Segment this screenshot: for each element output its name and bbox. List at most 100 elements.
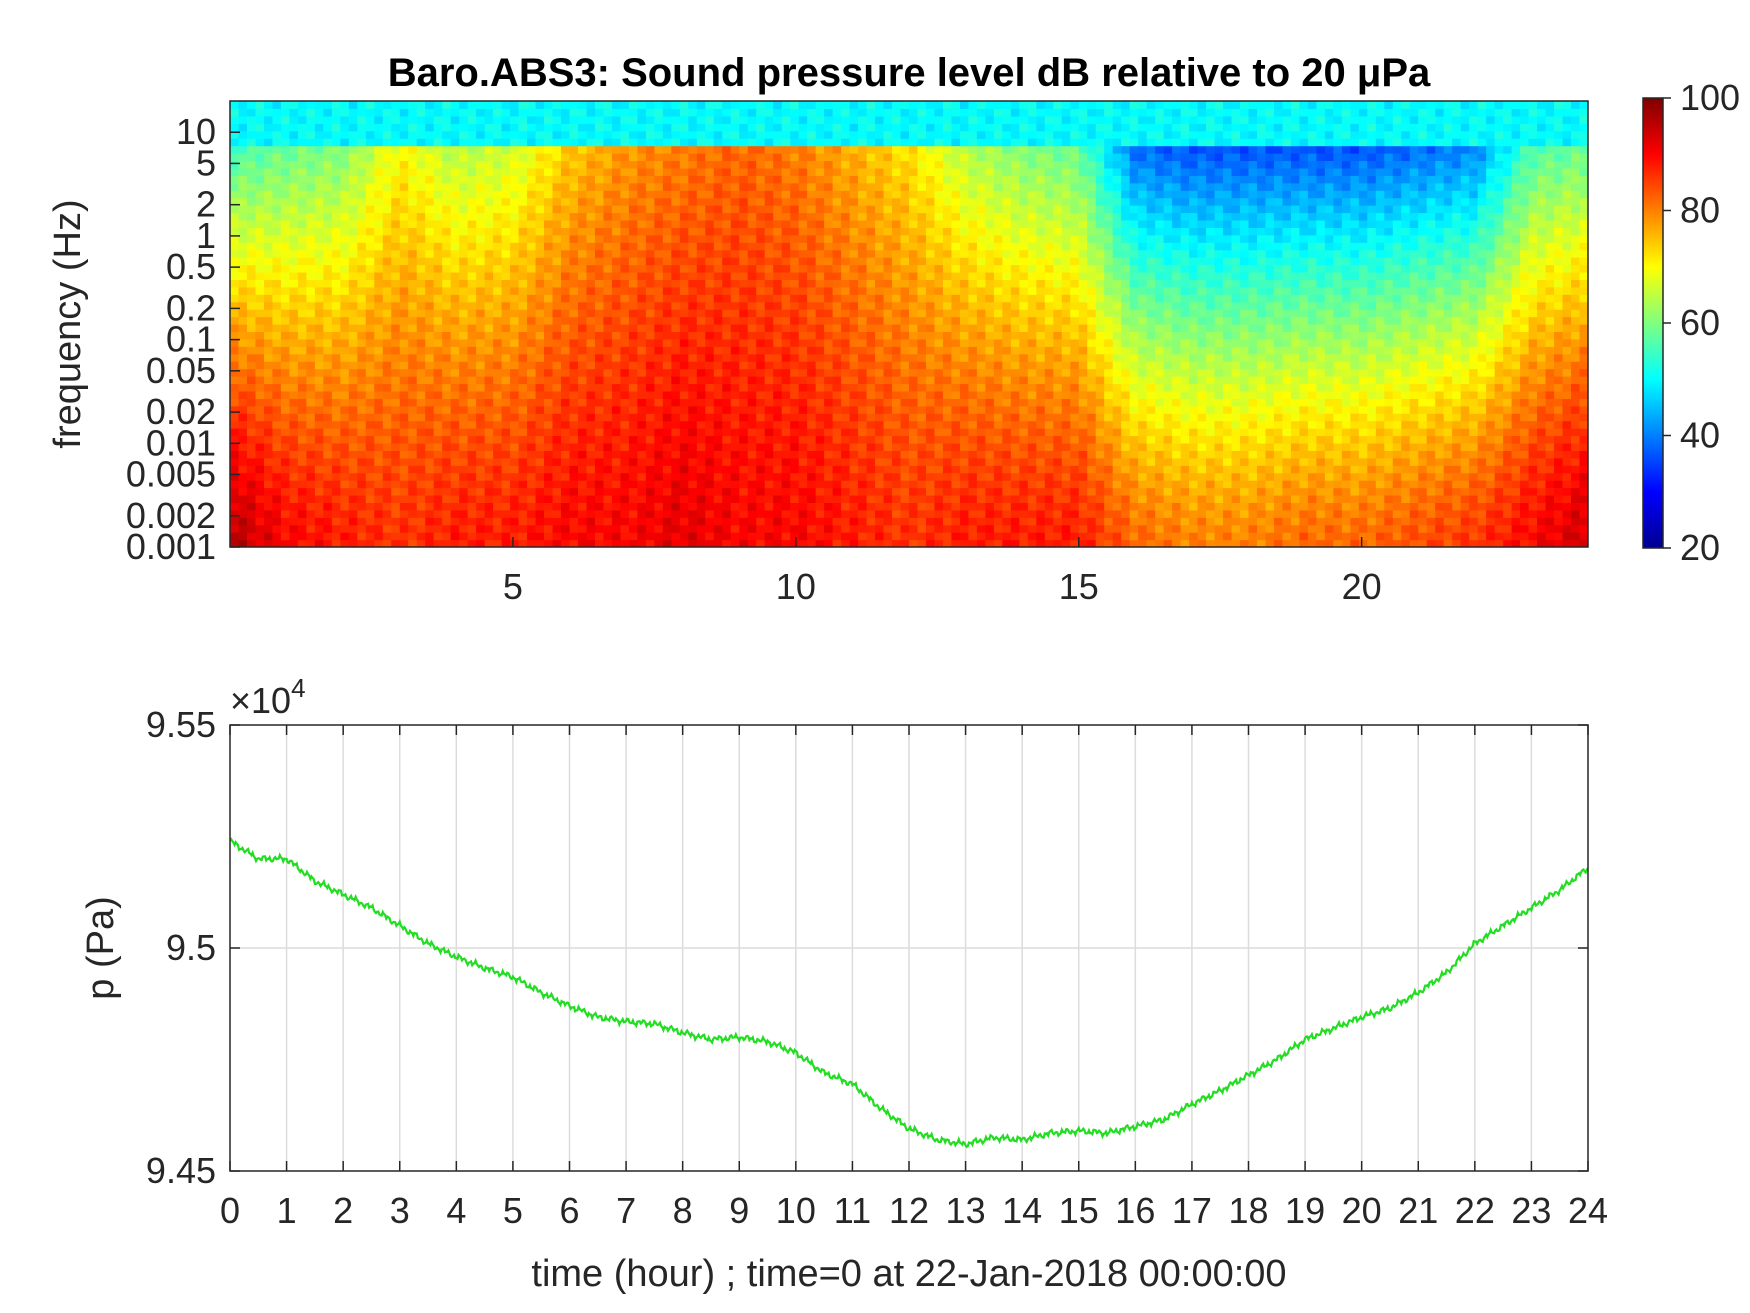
spectrogram-cell <box>722 197 732 206</box>
spectrogram-cell <box>348 428 358 437</box>
spectrogram-cell <box>790 138 800 147</box>
spectrogram-cell <box>255 494 265 503</box>
spectrogram-cell <box>433 346 443 355</box>
spectrogram-cell <box>849 115 859 124</box>
spectrogram-cell <box>883 205 893 214</box>
spectrogram-cell <box>815 324 825 333</box>
spectrogram-cell <box>297 494 307 503</box>
spectrogram-cell <box>391 182 401 191</box>
spectrogram-cell <box>510 115 520 124</box>
spectrogram-cell <box>493 435 503 444</box>
spectrogram-cell <box>815 123 825 132</box>
spectrogram-cell <box>858 502 868 511</box>
spectrogram-cell <box>501 487 511 496</box>
spectrogram-cell <box>790 480 800 489</box>
spectrogram-cell <box>230 108 240 117</box>
spectrogram-cell <box>594 212 605 221</box>
spectrogram-cell <box>628 509 638 518</box>
spectrogram-cell <box>934 539 944 547</box>
spectrogram-cell <box>586 368 596 377</box>
spectrogram-cell <box>331 390 341 399</box>
spectrogram-cell <box>357 383 367 392</box>
spectrogram-cell <box>603 368 613 377</box>
spectrogram-cell <box>408 279 418 288</box>
spectrogram-cell <box>535 153 545 162</box>
spectrogram-cell <box>688 257 698 266</box>
spectrogram-cell <box>671 130 681 139</box>
spectrogram-cell <box>925 182 936 191</box>
spectrogram-cell <box>586 130 596 139</box>
spectrogram-cell <box>272 472 282 481</box>
spectrogram-cell <box>280 539 291 547</box>
spectrogram-cell <box>552 509 562 518</box>
spectrogram-cell <box>790 301 800 310</box>
spectrogram-cell <box>832 175 842 184</box>
spectrogram-cell <box>815 257 825 266</box>
spectrogram-cell <box>348 494 358 503</box>
spectrogram-cell <box>348 115 358 124</box>
spectrogram-cell <box>467 376 477 385</box>
spectrogram-cell <box>611 472 622 481</box>
spectrogram-cell <box>815 509 825 518</box>
spectrogram-cell <box>798 502 808 511</box>
spectrogram-cell <box>645 190 655 199</box>
spectrogram-cell <box>289 279 299 288</box>
spectrogram-cell <box>730 398 740 407</box>
spectrogram-cell <box>654 413 664 422</box>
spectrogram-cell <box>255 153 265 162</box>
spectrogram-cell <box>425 205 435 214</box>
spectrogram-cell <box>654 160 664 169</box>
spectrogram-cell <box>255 383 265 392</box>
spectrogram-cell <box>841 160 851 169</box>
spectrogram-cell <box>781 390 791 399</box>
spectrogram-cell <box>433 108 443 117</box>
spectrogram-cell <box>289 346 299 355</box>
spectrogram-cell <box>611 398 622 407</box>
spectrogram-cell <box>365 331 375 340</box>
spectrogram-cell <box>467 205 477 214</box>
spectrogram-cell <box>662 390 672 399</box>
spectrogram-cell <box>747 279 757 288</box>
spectrogram-cell <box>391 160 401 169</box>
spectrogram-cell <box>645 145 655 154</box>
spectrogram-cell <box>450 480 460 489</box>
spectrogram-cell <box>875 190 885 199</box>
spectrogram-cell <box>756 346 766 355</box>
spectrogram-cell <box>552 324 562 333</box>
spectrogram-cell <box>909 138 919 147</box>
spectrogram-cell <box>739 361 749 370</box>
spectrogram-cell <box>679 167 689 176</box>
spectrogram-cell <box>747 212 757 221</box>
spectrogram-cell <box>280 234 291 243</box>
spectrogram-cell <box>773 509 783 518</box>
spectrogram-cell <box>306 413 316 422</box>
spectrogram-cell <box>917 175 927 184</box>
spectrogram-cell <box>892 487 902 496</box>
spectrogram-cell <box>314 219 324 228</box>
spectrogram-cell <box>527 257 537 266</box>
spectrogram-cell <box>586 435 596 444</box>
spectrogram-cell <box>374 227 384 236</box>
spectrogram-cell <box>637 361 647 370</box>
spectrogram-cell <box>501 138 511 147</box>
spectrogram-cell <box>416 450 426 459</box>
spectrogram-cell <box>925 257 936 266</box>
spectrogram-cell <box>246 160 257 169</box>
spectrogram-cell <box>314 420 324 429</box>
spectrogram-cell <box>374 428 384 437</box>
spectrogram-cell <box>832 249 842 258</box>
spectrogram-cell <box>620 271 630 280</box>
spectrogram-cell <box>917 480 927 489</box>
spectrogram-cell <box>654 509 664 518</box>
spectrogram-cell <box>297 294 307 303</box>
spectrogram-cell <box>263 324 274 333</box>
spectrogram-cell <box>628 450 638 459</box>
spectrogram-cell <box>934 494 944 503</box>
spectrogram-cell <box>756 279 766 288</box>
spectrogram-cell <box>705 368 715 377</box>
spectrogram-cell <box>230 234 240 243</box>
spectrogram-cell <box>561 271 571 280</box>
spectrogram-cell <box>280 212 291 221</box>
spectrogram-cell <box>628 212 638 221</box>
spectrogram-cell <box>637 428 647 437</box>
